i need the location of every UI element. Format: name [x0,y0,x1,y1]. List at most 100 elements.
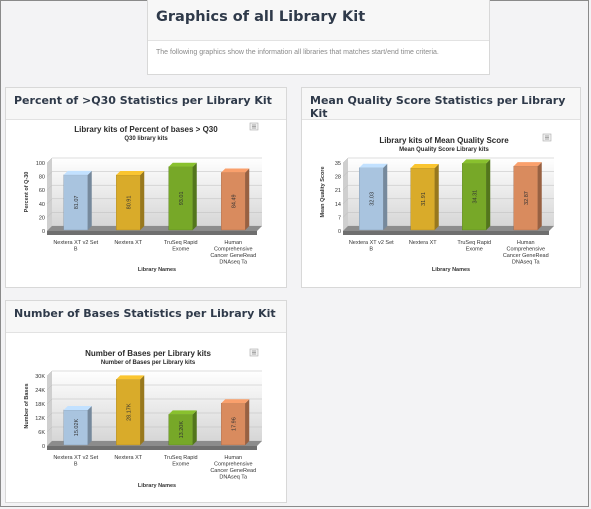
chart-title: Library kits of Percent of bases > Q30 [74,125,218,134]
menu-icon[interactable] [249,348,259,357]
plot-floor-edge [47,231,257,235]
bar-front [410,167,435,231]
x-axis-label: Library Names [432,267,470,273]
gridline-depth [342,198,349,204]
plot-floor-edge [47,446,257,450]
bar-front [63,174,88,231]
bar-top [410,164,439,169]
menu-icon[interactable] [542,133,552,142]
y-tick-label: 80 [39,175,45,181]
bar-front [221,172,246,231]
x-tick-label: TruSeq Rapid Exome [164,455,198,468]
chart-title: Number of Bases per Library kits [85,349,211,358]
bar [116,170,145,231]
gridline-depth [46,157,53,164]
x-tick-label: Nextera XT [114,240,142,246]
y-tick-label: 18K [35,402,45,408]
x-tick-label: Nextera XT v2 Set B [53,455,98,468]
bar-top [513,162,542,167]
bar-front [221,403,246,446]
bar-front [168,414,193,446]
menu-icon[interactable] [249,122,259,131]
q30-chart: Library kits of Percent of bases > Q30 Q3… [24,122,262,273]
data-label: 13.20K [179,421,185,439]
bases-chart-card: Number of Bases Statistics per Library K… [5,300,287,503]
y-tick-label: 24K [35,388,45,394]
data-label: 15.02K [74,418,80,436]
bar-top [63,406,92,410]
bar [513,162,542,231]
bases-card-heading: Number of Bases Statistics per Library K… [6,301,286,333]
y-tick-label: 0 [42,229,45,235]
page-header-card: Graphics of all Library Kit The followin… [147,0,490,75]
gridline-depth [46,426,53,433]
gridline-depth [46,171,53,177]
x-tick-label: TruSeq Rapid Exome [164,240,198,253]
bar-top [116,170,145,175]
chart-subtitle: Q30 library kits [124,136,168,142]
bar-top [116,375,145,380]
bar [359,163,388,231]
gridline-depth [342,157,349,164]
y-axis-label: Percent of Q-30 [24,172,30,213]
page-title: Graphics of all Library Kit [148,0,489,41]
bar [168,162,197,231]
mean-quality-card-heading: Mean Quality Score Statistics per Librar… [302,88,580,120]
bar-side [434,164,439,230]
data-label: 93.01 [179,191,185,205]
y-tick-label: 14 [335,202,341,208]
x-tick-label: Nextera XT [409,240,437,246]
plot-left-wall [343,158,348,231]
y-tick-label: 6K [38,430,45,436]
x-tick-label: Human Comprehensive Cancer GeneRead DNAseq … [210,240,256,266]
bar-side [140,375,145,445]
plot-left-wall [47,371,52,446]
bar-side [245,399,250,445]
mean-quality-chart-card: Mean Quality Score Statistics per Librar… [301,87,581,288]
plot-floor-edge [343,231,549,235]
bar [462,159,491,231]
y-tick-label: 40 [39,202,45,208]
x-tick-label: Human Comprehensive Cancer GeneRead DNAseq … [210,455,256,481]
plot-floor [343,226,554,231]
q30-card-heading: Percent of >Q30 Statistics per Library K… [6,88,286,120]
data-label: 81.07 [74,196,80,210]
bar-top [168,162,197,167]
bar [63,170,92,231]
bar [168,410,197,446]
bar [116,375,145,446]
bar-side [140,170,145,230]
gridline-depth [46,370,53,377]
bar-top [168,410,197,415]
x-tick-label: Nextera XT v2 Set B [349,240,394,253]
data-label: 32.87 [524,191,530,205]
data-label: 34.31 [472,190,478,204]
bar-top [63,170,92,175]
plot-left-wall [47,158,52,231]
y-tick-label: 7 [338,215,341,221]
bar-side [486,159,491,230]
bases-chart: Number of Bases per Library kits Number o… [24,348,262,489]
page-subtitle: The following graphics show the informat… [156,49,439,56]
x-axis-label: Library Names [138,267,176,273]
y-tick-label: 100 [36,161,45,167]
bar-top [359,163,388,168]
x-tick-label: Nextera XT v2 Set B [53,240,98,253]
y-tick-label: 0 [338,229,341,235]
chart-subtitle: Number of Bases per Library kits [101,360,196,366]
y-axis-label: Number of Bases [24,383,30,428]
gridline-depth [46,398,53,405]
bar [221,399,250,446]
chart-subtitle: Mean Quality Score Library kits [399,147,489,153]
x-tick-label: TruSeq Rapid Exome [457,240,491,253]
bar-front [359,167,384,231]
x-axis-label: Library Names [138,483,176,489]
bar-side [245,168,250,230]
gridline-depth [46,212,53,218]
data-label: 17.96 [231,417,237,431]
gridline-depth [46,384,53,391]
bar-top [221,168,250,173]
x-tick-label: Human Comprehensive Cancer GeneRead DNAseq … [503,240,549,266]
bar-top [221,399,250,404]
y-tick-label: 0 [42,444,45,450]
